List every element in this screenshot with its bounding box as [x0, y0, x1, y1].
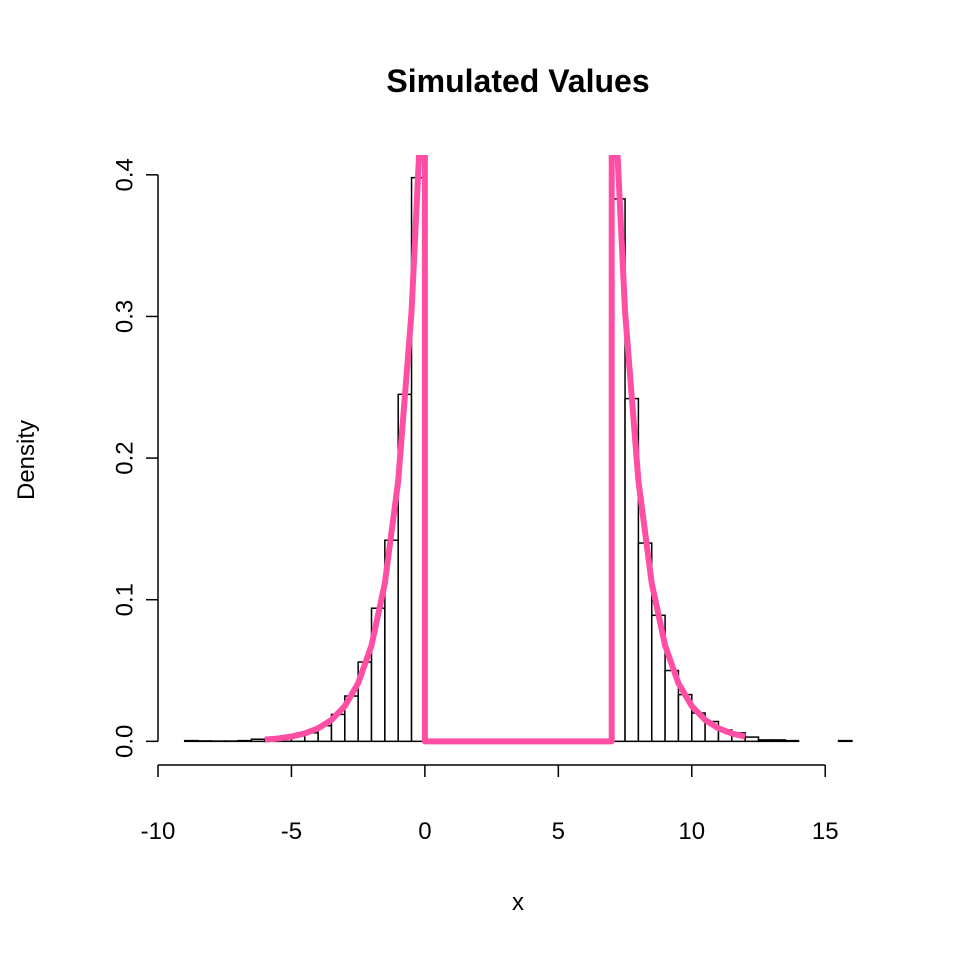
x-tick-label: 15: [812, 818, 839, 845]
histogram-bar: [757, 739, 773, 743]
x-axis-label: x: [512, 889, 524, 916]
x-tick-label: 0: [418, 818, 431, 845]
y-axis-label: Density: [13, 420, 40, 500]
histogram-bar: [744, 736, 760, 743]
y-tick-label: 0.3: [111, 300, 138, 333]
x-tick-label: 5: [552, 818, 565, 845]
density-line: [264, 155, 746, 745]
y-tick-label: 0.2: [111, 441, 138, 474]
histogram-bar: [237, 739, 253, 743]
y-tick-label: 0.1: [111, 583, 138, 616]
histogram-bar: [784, 739, 800, 743]
y-tick-label: 0.4: [111, 158, 138, 191]
histogram-bar: [771, 739, 786, 743]
x-tick-label: -10: [141, 818, 176, 845]
histogram-bar: [837, 739, 853, 743]
histogram-bar: [183, 739, 199, 743]
y-tick-label: 0.0: [111, 725, 138, 758]
x-tick-label: -5: [281, 818, 302, 845]
histogram-bar: [250, 738, 266, 743]
chart-title: Simulated Values: [386, 63, 649, 99]
x-tick-label: 10: [678, 818, 705, 845]
